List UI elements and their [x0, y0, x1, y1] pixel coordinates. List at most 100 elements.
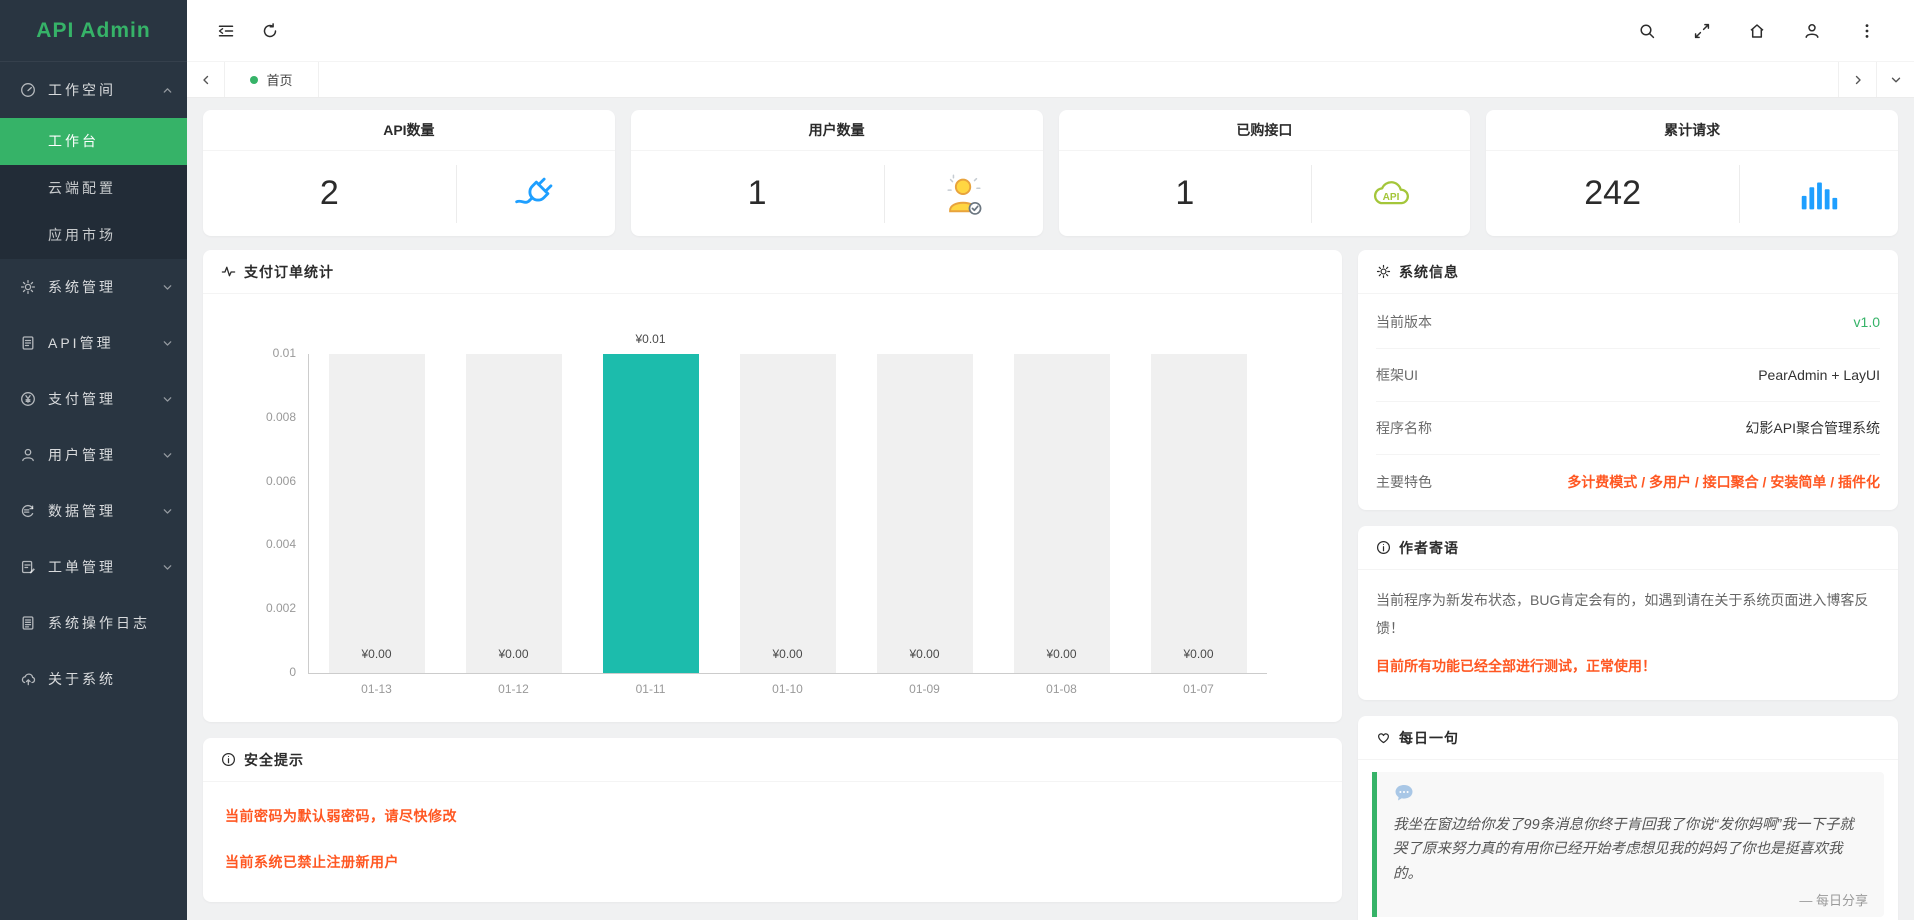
side-menu: 工作空间 工作台云端配置应用市场系统管理 API管理支付管理用户管理数据管理工单管理…: [0, 62, 187, 707]
fullscreen-icon: [1693, 22, 1711, 40]
sidebar-item-label: 用户管理: [48, 447, 116, 463]
ticket-icon: [20, 559, 36, 575]
user-button[interactable]: [1793, 12, 1831, 50]
info-row-framework: 框架UI PearAdmin + LayUI: [1376, 349, 1880, 402]
tab-bar-spacer: [319, 62, 1838, 97]
cloud-up-icon: [20, 671, 36, 687]
sidebar-item-label: 数据管理: [48, 503, 116, 519]
document-icon: [20, 335, 36, 351]
sidebar-item-op-logs[interactable]: 系统操作日志: [0, 595, 187, 651]
chart-bar-background[interactable]: [328, 354, 425, 673]
chevron-up-icon: [162, 85, 173, 96]
stat-card-title: 累计请求: [1486, 110, 1898, 151]
sidebar-item-api-mgmt[interactable]: API管理: [0, 315, 187, 371]
collapse-menu-button[interactable]: [207, 12, 245, 50]
y-tick-label: 0.006: [265, 473, 296, 488]
system-info-header: 系统信息: [1358, 250, 1898, 294]
chevron-down-icon: [162, 506, 173, 517]
panel-title: 系统信息: [1399, 263, 1459, 280]
sidebar-item-label: API管理: [48, 335, 114, 351]
chevron-right-icon: [1852, 74, 1864, 86]
stat-card-value: 1: [1175, 174, 1195, 212]
person-icon: [20, 447, 36, 463]
dashboard-icon: [20, 82, 36, 98]
stat-card-icon-area: [457, 171, 615, 217]
refresh-button[interactable]: [251, 12, 289, 50]
sidebar-item-cloud-config[interactable]: 云端配置: [48, 180, 116, 196]
search-button[interactable]: [1628, 12, 1666, 50]
active-tab-dot: [250, 75, 259, 84]
tabs-menu-button[interactable]: [1876, 62, 1914, 97]
right-column: 系统信息 当前版本 v1.0 框架UI PearAdmin + LayUI 程序名称 幻影…: [1358, 250, 1898, 920]
divider: [1739, 164, 1741, 223]
tabs-scroll-left-button[interactable]: [187, 62, 225, 97]
daily-quote-text: 我坐在窗边给你发了99条消息你终于肯回我了你说“发你妈啊”我一下子就哭了原来努力…: [1393, 817, 1854, 882]
x-tick-label: 01-09: [909, 682, 940, 696]
sidebar-item-workbench[interactable]: 工作台: [0, 118, 187, 165]
more-button[interactable]: [1848, 12, 1886, 50]
tab-bar: 首页: [187, 62, 1914, 98]
chart-bar-background[interactable]: [465, 354, 562, 673]
divider: [1311, 164, 1313, 223]
daily-quote-body: 我坐在窗边给你发了99条消息你终于肯回我了你说“发你妈啊”我一下子就哭了原来努力…: [1358, 760, 1898, 920]
sidebar-item-label: 支付管理: [48, 391, 116, 407]
info-row-value: 多计费模式 / 多用户 / 接口聚合 / 安装简单 / 插件化: [1567, 473, 1880, 490]
stat-card-body: 1: [631, 151, 1043, 236]
tabs-scroll-right-button[interactable]: [1838, 62, 1876, 97]
sidebar-item-user-mgmt[interactable]: 用户管理: [0, 427, 187, 483]
api-cloud-icon: API: [1368, 171, 1414, 217]
topbar-right-icons: [1628, 12, 1886, 50]
gear-icon: [20, 279, 36, 295]
user-icon: [1803, 22, 1821, 40]
stat-card-body: 2: [203, 151, 615, 236]
info-row-features: 主要特色 多计费模式 / 多用户 / 接口聚合 / 安装简单 / 插件化: [1376, 455, 1880, 508]
collapse-menu-icon: [217, 22, 235, 40]
stat-card-title: 用户数量: [630, 110, 1043, 151]
fullscreen-button[interactable]: [1683, 12, 1721, 50]
chevron-down-icon: [162, 394, 173, 405]
bar-value-label: ¥0.00: [909, 647, 940, 661]
chevron-down-icon: [162, 338, 173, 349]
sidebar-item-workspace[interactable]: 工作空间: [0, 62, 187, 118]
chart-bar-background[interactable]: [739, 354, 836, 673]
daily-quote-header: 每日一句: [1358, 716, 1898, 760]
info-row-version: 当前版本 v1.0: [1376, 296, 1880, 349]
panel-title: 每日一句: [1399, 729, 1459, 746]
sidebar-item-data-mgmt[interactable]: 数据管理: [0, 483, 187, 539]
panel-title: 作者寄语: [1399, 539, 1459, 556]
chart-bar-background[interactable]: [1013, 354, 1110, 673]
sidebar-item-ticket-mgmt[interactable]: 工单管理: [0, 539, 187, 595]
chart-bar[interactable]: [602, 354, 699, 673]
info-row-value: PearAdmin + LayUI: [1758, 367, 1880, 383]
y-tick-label: 0.01: [272, 346, 296, 360]
sidebar-item-label: 系统操作日志: [48, 615, 150, 631]
sidebar-item-payment-mgmt[interactable]: 支付管理: [0, 371, 187, 427]
security-tip: 当前系统已禁止注册新用户: [225, 854, 399, 870]
sidebar: API Admin 工作空间 工作台 云端配置 应用市场 系统管理 API管理 支付管理 用户…: [0, 0, 187, 920]
tab-home[interactable]: 首页: [225, 62, 319, 97]
info-row-value: v1.0: [1853, 314, 1880, 330]
author-note-header: 作者寄语: [1358, 526, 1898, 570]
author-note-text: 当前程序为新发布状态，BUG肯定会有的，如遇到请在关于系统页面进入博客反馈！: [1376, 592, 1869, 636]
info-row-label: 框架UI: [1376, 367, 1418, 383]
stat-card-total-requests: 累计请求 242: [1486, 110, 1898, 236]
speech-balloon-icon: [1393, 782, 1415, 804]
info-row-label: 当前版本: [1376, 314, 1432, 330]
chart-bar-background[interactable]: [876, 354, 973, 673]
sidebar-item-system-mgmt[interactable]: 系统管理: [0, 259, 187, 315]
yen-circle-icon: [20, 391, 36, 407]
y-tick-label: 0.008: [265, 409, 296, 424]
sidebar-item-app-market[interactable]: 应用市场: [48, 227, 116, 243]
stat-card-icon-area: [1740, 171, 1898, 217]
info-row-label: 程序名称: [1376, 420, 1432, 436]
stat-card-value: 242: [1584, 174, 1641, 212]
left-column: 支付订单统计 0 0.002 0.004 0.006 0.008 0.01 ¥0.00 01-…: [203, 250, 1342, 902]
bar-value-label: ¥0.00: [361, 647, 392, 661]
gear-icon: [1376, 264, 1391, 279]
topbar-left-icons: [207, 12, 289, 50]
x-tick-label: 01-11: [635, 682, 666, 696]
home-button[interactable]: [1738, 12, 1776, 50]
chart-bar-background[interactable]: [1150, 354, 1247, 673]
sidebar-item-about-system[interactable]: 关于系统: [0, 651, 187, 707]
x-tick-label: 01-08: [1046, 682, 1077, 696]
